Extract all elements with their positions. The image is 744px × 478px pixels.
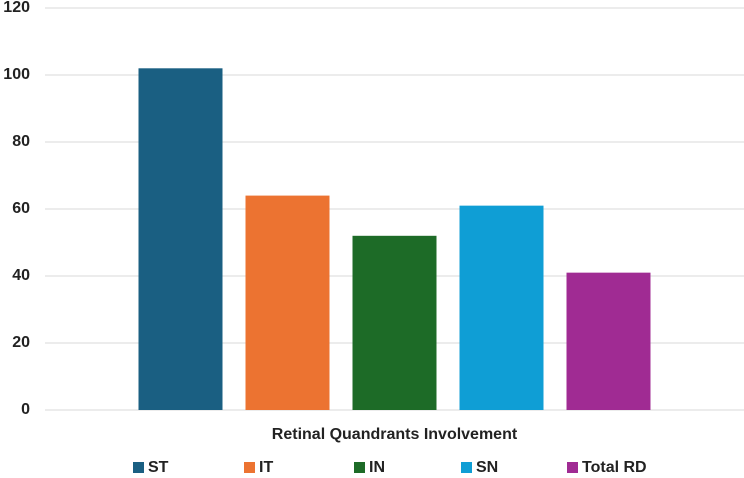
legend-swatch [567, 462, 578, 473]
bar [138, 68, 223, 411]
y-tick-label: 20 [12, 334, 30, 351]
bar [459, 205, 544, 410]
y-tick-label: 80 [12, 133, 30, 150]
y-tick-label: 60 [12, 200, 30, 217]
y-tick-label: 100 [3, 66, 30, 83]
y-tick-label: 40 [12, 267, 30, 284]
y-tick-label: 120 [3, 0, 30, 16]
legend-label: ST [148, 459, 169, 476]
bar [352, 235, 437, 410]
y-tick-label: 0 [21, 401, 30, 418]
legend-label: SN [476, 459, 498, 476]
legend-label: Total RD [582, 459, 647, 476]
legend-swatch [461, 462, 472, 473]
legend-swatch [354, 462, 365, 473]
legend-swatch [133, 462, 144, 473]
legend-swatch [244, 462, 255, 473]
legend-label: IN [369, 459, 385, 476]
bar [245, 195, 330, 410]
x-axis-label: Retinal Quandrants Involvement [272, 426, 518, 443]
bar [566, 272, 651, 410]
legend-label: IT [259, 459, 273, 476]
